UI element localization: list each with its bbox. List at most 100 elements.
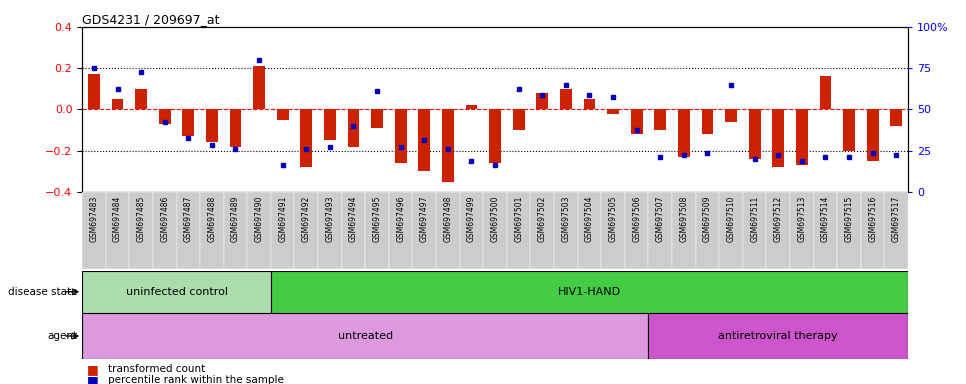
Text: disease state: disease state bbox=[8, 287, 77, 297]
Bar bbox=[743, 192, 766, 269]
Text: GSM697514: GSM697514 bbox=[821, 196, 830, 242]
Text: GSM697490: GSM697490 bbox=[255, 196, 264, 242]
Text: GSM697492: GSM697492 bbox=[301, 196, 311, 242]
Bar bbox=[513, 109, 525, 130]
Text: uninfected control: uninfected control bbox=[126, 287, 228, 297]
Text: GSM697491: GSM697491 bbox=[278, 196, 287, 242]
Bar bbox=[158, 109, 171, 124]
Bar bbox=[725, 109, 737, 122]
Bar bbox=[625, 192, 648, 269]
Bar bbox=[696, 192, 720, 269]
Bar bbox=[200, 192, 224, 269]
Text: GSM697516: GSM697516 bbox=[868, 196, 877, 242]
Text: GSM697517: GSM697517 bbox=[892, 196, 900, 242]
Bar bbox=[177, 192, 200, 269]
Bar bbox=[819, 76, 832, 109]
Text: antiretroviral therapy: antiretroviral therapy bbox=[719, 331, 838, 341]
Bar bbox=[270, 192, 295, 269]
Text: GSM697503: GSM697503 bbox=[561, 196, 570, 242]
Bar bbox=[489, 109, 501, 163]
Bar bbox=[348, 109, 359, 147]
Bar bbox=[678, 109, 690, 157]
Text: GSM697488: GSM697488 bbox=[208, 196, 216, 242]
Bar bbox=[891, 109, 902, 126]
Text: GSM697497: GSM697497 bbox=[420, 196, 429, 242]
Bar bbox=[631, 109, 642, 134]
Bar bbox=[608, 109, 619, 114]
Bar bbox=[796, 109, 808, 165]
Text: GSM697513: GSM697513 bbox=[797, 196, 807, 242]
Text: GSM697505: GSM697505 bbox=[609, 196, 617, 242]
Text: GSM697512: GSM697512 bbox=[774, 196, 782, 242]
Text: GSM697486: GSM697486 bbox=[160, 196, 169, 242]
Bar bbox=[654, 109, 667, 130]
Bar bbox=[843, 109, 855, 151]
Text: GSM697510: GSM697510 bbox=[726, 196, 735, 242]
Bar bbox=[247, 192, 270, 269]
Bar bbox=[324, 109, 336, 141]
Bar bbox=[507, 192, 530, 269]
Bar bbox=[412, 192, 436, 269]
Bar bbox=[720, 192, 743, 269]
Text: GSM697501: GSM697501 bbox=[514, 196, 524, 242]
Bar bbox=[82, 192, 105, 269]
Bar bbox=[813, 192, 838, 269]
Text: agent: agent bbox=[47, 331, 77, 341]
Text: GSM697502: GSM697502 bbox=[538, 196, 547, 242]
Text: GSM697504: GSM697504 bbox=[585, 196, 594, 242]
Bar bbox=[790, 192, 813, 269]
Text: transformed count: transformed count bbox=[108, 364, 206, 374]
Bar bbox=[838, 192, 861, 269]
Bar bbox=[253, 66, 265, 109]
Text: GSM697509: GSM697509 bbox=[703, 196, 712, 242]
Text: GSM697496: GSM697496 bbox=[396, 196, 405, 242]
Bar bbox=[129, 192, 153, 269]
Bar bbox=[554, 192, 578, 269]
Bar bbox=[82, 313, 648, 359]
Text: GSM697508: GSM697508 bbox=[679, 196, 689, 242]
Bar bbox=[648, 192, 672, 269]
Bar bbox=[583, 99, 595, 109]
Bar bbox=[885, 192, 908, 269]
Bar bbox=[530, 192, 554, 269]
Text: GSM697494: GSM697494 bbox=[349, 196, 358, 242]
Text: GSM697498: GSM697498 bbox=[443, 196, 452, 242]
Bar bbox=[483, 192, 507, 269]
Text: GSM697515: GSM697515 bbox=[844, 196, 854, 242]
Text: ■: ■ bbox=[87, 374, 99, 384]
Bar bbox=[153, 192, 177, 269]
Bar bbox=[88, 74, 99, 109]
Text: GSM697484: GSM697484 bbox=[113, 196, 122, 242]
Bar bbox=[183, 109, 194, 136]
Bar bbox=[436, 192, 460, 269]
Bar bbox=[536, 93, 548, 109]
Text: GDS4231 / 209697_at: GDS4231 / 209697_at bbox=[82, 13, 219, 26]
Bar bbox=[460, 192, 483, 269]
Bar bbox=[749, 109, 760, 159]
Text: ■: ■ bbox=[87, 363, 99, 376]
Bar bbox=[395, 109, 407, 163]
Bar bbox=[867, 109, 878, 161]
Bar bbox=[105, 192, 129, 269]
Bar bbox=[442, 109, 454, 182]
Bar bbox=[371, 109, 383, 128]
Bar bbox=[766, 192, 790, 269]
Text: GSM697500: GSM697500 bbox=[491, 196, 499, 242]
Bar bbox=[82, 271, 270, 313]
Bar bbox=[648, 313, 908, 359]
Bar bbox=[560, 89, 572, 109]
Bar bbox=[773, 109, 784, 167]
Bar bbox=[295, 192, 318, 269]
Text: GSM697493: GSM697493 bbox=[326, 196, 334, 242]
Bar bbox=[601, 192, 625, 269]
Text: GSM697506: GSM697506 bbox=[632, 196, 641, 242]
Text: GSM697511: GSM697511 bbox=[751, 196, 759, 242]
Bar bbox=[135, 89, 147, 109]
Text: GSM697487: GSM697487 bbox=[184, 196, 193, 242]
Bar bbox=[318, 192, 342, 269]
Bar bbox=[112, 99, 124, 109]
Text: GSM697499: GSM697499 bbox=[467, 196, 476, 242]
Bar bbox=[418, 109, 430, 171]
Text: GSM697495: GSM697495 bbox=[373, 196, 382, 242]
Bar bbox=[578, 192, 601, 269]
